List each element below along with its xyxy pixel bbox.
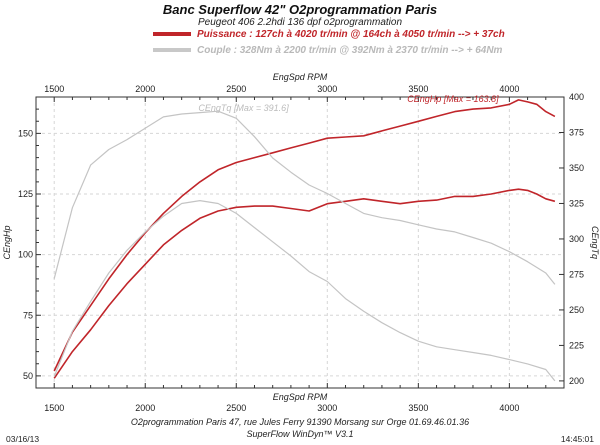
footer-time: 14:45:01: [560, 434, 594, 444]
y-right-tick-label: 300: [569, 234, 584, 244]
y-right-tick-label: 225: [569, 340, 584, 350]
legend-power: Puissance : 127ch à 4020 tr/min @ 164ch …: [153, 29, 505, 40]
y-right-tick-label: 400: [569, 92, 584, 102]
page-subtitle: Peugeot 406 2.2hdi 136 dpf o2programmati…: [197, 17, 403, 28]
footer-software: SuperFlow WinDyn™ V3.1: [246, 429, 354, 439]
footer-address: O2programmation Paris 47, rue Jules Ferr…: [130, 417, 470, 427]
y-right-tick-label: 250: [569, 305, 584, 315]
y-right-tick-label: 275: [569, 269, 584, 279]
x-tick-label-bottom: 1500: [44, 403, 64, 413]
y-left-tick-label: 50: [23, 371, 33, 381]
legend-torque-swatch: [153, 48, 191, 53]
chart-ticks: 1500 1500 2000 2000 2500 2500 3000 3000 3500 3500…: [18, 84, 584, 413]
y-left-tick-label: 75: [23, 310, 33, 320]
x-tick-label-bottom: 3500: [408, 403, 428, 413]
torque-curve-upper: [53, 110, 556, 285]
legend-power-label: Puissance : 127ch à 4020 tr/min @ 164ch …: [197, 29, 505, 40]
x-tick-label-bottom: 2000: [135, 403, 155, 413]
plot-area: [35, 96, 565, 389]
torque-max-annotation: CEngTq [Max = 391.6]: [198, 103, 289, 113]
power-curve-upper: [53, 99, 556, 372]
x-tick-label-top: 3500: [408, 84, 428, 94]
x-tick-label-top: 2000: [135, 84, 155, 94]
page-title: Banc Superflow 42" O2programmation Paris: [162, 2, 438, 17]
y-left-tick-label: 150: [18, 128, 33, 138]
legend-torque: Couple : 328Nm à 2200 tr/min @ 392Nm à 2…: [153, 45, 502, 56]
footer-date: 03/16/13: [6, 434, 40, 444]
x-tick-label-top: 2500: [226, 84, 246, 94]
y-left-tick-label: 125: [18, 189, 33, 199]
x-tick-label-bottom: 4000: [499, 403, 519, 413]
y-left-tick-label: 100: [18, 250, 33, 260]
x-axis-title-top: EngSpd RPM: [273, 72, 328, 82]
chart-series: [53, 99, 556, 382]
power-curve-lower: [53, 188, 556, 379]
x-axis-title-bottom: EngSpd RPM: [273, 392, 328, 402]
y-right-tick-label: 200: [569, 376, 584, 386]
y-right-axis-title: CEngTq: [590, 226, 600, 259]
power-max-annotation: CEngHp [Max = 163.8]: [407, 94, 499, 104]
legend-power-swatch: [153, 32, 191, 37]
y-right-tick-label: 350: [569, 163, 584, 173]
y-right-tick-label: 375: [569, 127, 584, 137]
legend-torque-label: Couple : 328Nm à 2200 tr/min @ 392Nm à 2…: [197, 45, 503, 56]
x-tick-label-bottom: 2500: [226, 403, 246, 413]
torque-curve-lower: [53, 200, 556, 382]
y-right-tick-label: 325: [569, 198, 584, 208]
y-left-axis-title: CEngHp: [2, 225, 12, 259]
x-tick-label-bottom: 3000: [317, 403, 337, 413]
x-tick-label-top: 3000: [317, 84, 337, 94]
chart-grid: [36, 97, 564, 388]
x-tick-label-top: 1500: [44, 84, 64, 94]
chart-labels: EngSpd RPM EngSpd RPM CEngHp CEngTq CEngTq […: [2, 72, 600, 402]
x-tick-label-top: 4000: [499, 84, 519, 94]
